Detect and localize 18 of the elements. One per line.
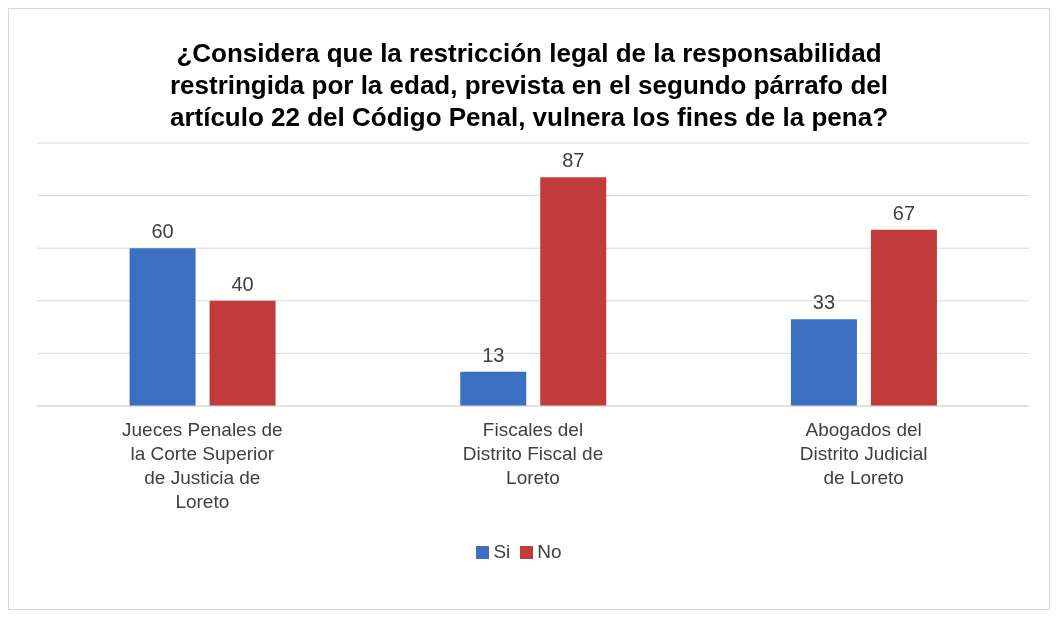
data-label: 33	[812, 291, 836, 314]
bar	[870, 229, 937, 406]
data-label: 87	[562, 149, 585, 172]
bar	[540, 177, 607, 406]
x-tick-label: Abogados del Distrito Judicial de Loreto	[799, 419, 928, 488]
legend-label: Si	[493, 541, 511, 563]
data-label: 67	[892, 201, 916, 224]
data-label: 60	[151, 220, 174, 243]
bar	[790, 319, 857, 406]
data-label: 40	[231, 272, 254, 295]
bar	[129, 248, 196, 406]
data-label: 13	[482, 343, 505, 366]
bar	[209, 300, 276, 406]
legend-label: No	[537, 541, 562, 563]
x-tick-label: Jueces Penales de la Corte Superior de Justicia de Loreto	[122, 419, 283, 512]
chart-title: ¿Considera que la restricción legal de la responsabilidad restringida por la edad, prevista en el segundo párrafo del artículo 22 del Código Penal, vulnera los fines de la pena?	[169, 37, 889, 133]
bar	[460, 371, 527, 406]
x-tick-label: Fiscales del Distrito Fiscal de Loreto	[462, 419, 604, 488]
